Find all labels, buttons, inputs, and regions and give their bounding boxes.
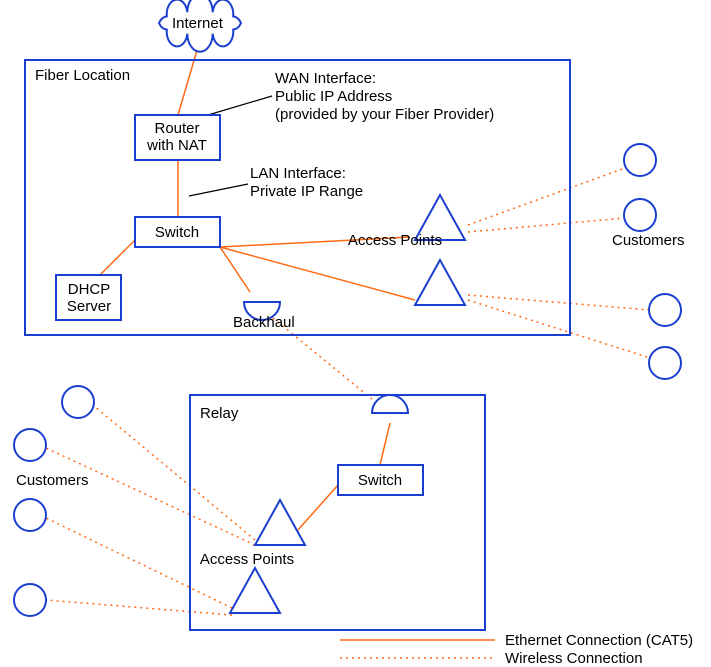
customer-node-c6 [14, 429, 46, 461]
wireless-connection [468, 218, 625, 232]
node-label-switch1: Switch [155, 224, 199, 241]
annotation-text: Customers [612, 232, 685, 249]
legend-label-dotted: Wireless Connection [505, 650, 643, 667]
node-label-switch2: Switch [358, 472, 402, 489]
annotation-pointer [208, 96, 272, 115]
node-label-dhcp: Server [67, 298, 111, 315]
ap-label-ap1: Access Points [348, 232, 442, 249]
access-point-ap2 [415, 260, 465, 305]
customer-node-c2 [624, 199, 656, 231]
node-label-router: with NAT [146, 137, 207, 154]
ethernet-connection [100, 240, 135, 275]
ap-label-ap3: Access Points [200, 551, 294, 568]
wireless-connection [468, 300, 650, 358]
network-diagram: Fiber Location Relay Internet Routerwith NA… [0, 0, 711, 667]
cloud-label: Internet [172, 15, 224, 32]
annotation-text: Private IP Range [250, 183, 363, 200]
wireless-connection [468, 168, 625, 225]
annotation-text: (provided by your Fiber Provider) [275, 106, 494, 123]
annotation-pointer [189, 184, 248, 196]
annotation-text: Customers [16, 472, 89, 489]
annotation-text: Public IP Address [275, 88, 392, 105]
wireless-connection [94, 406, 255, 540]
customer-node-c8 [14, 584, 46, 616]
customer-node-c4 [649, 347, 681, 379]
legend-label-solid: Ethernet Connection (CAT5) [505, 632, 693, 649]
group-title-relay: Relay [200, 405, 239, 422]
annotation-text: WAN Interface: [275, 70, 376, 87]
group-relay [190, 395, 485, 630]
customer-node-c1 [624, 144, 656, 176]
wireless-connection [46, 600, 232, 615]
node-label-dhcp: DHCP [68, 281, 111, 298]
node-label-router: Router [154, 120, 199, 137]
backhaul-label-backhaul1: Backhaul [233, 314, 295, 331]
customer-node-c5 [62, 386, 94, 418]
group-title-fiber: Fiber Location [35, 67, 130, 84]
backhaul-backhaul2 [372, 395, 408, 413]
wireless-connection [46, 448, 255, 545]
annotation-text: LAN Interface: [250, 165, 346, 182]
ethernet-connection [298, 485, 338, 530]
wireless-connection [468, 295, 650, 310]
access-point-ap4 [230, 568, 280, 613]
ethernet-connection [380, 423, 390, 465]
customer-node-c7 [14, 499, 46, 531]
customer-node-c3 [649, 294, 681, 326]
access-point-ap3 [255, 500, 305, 545]
